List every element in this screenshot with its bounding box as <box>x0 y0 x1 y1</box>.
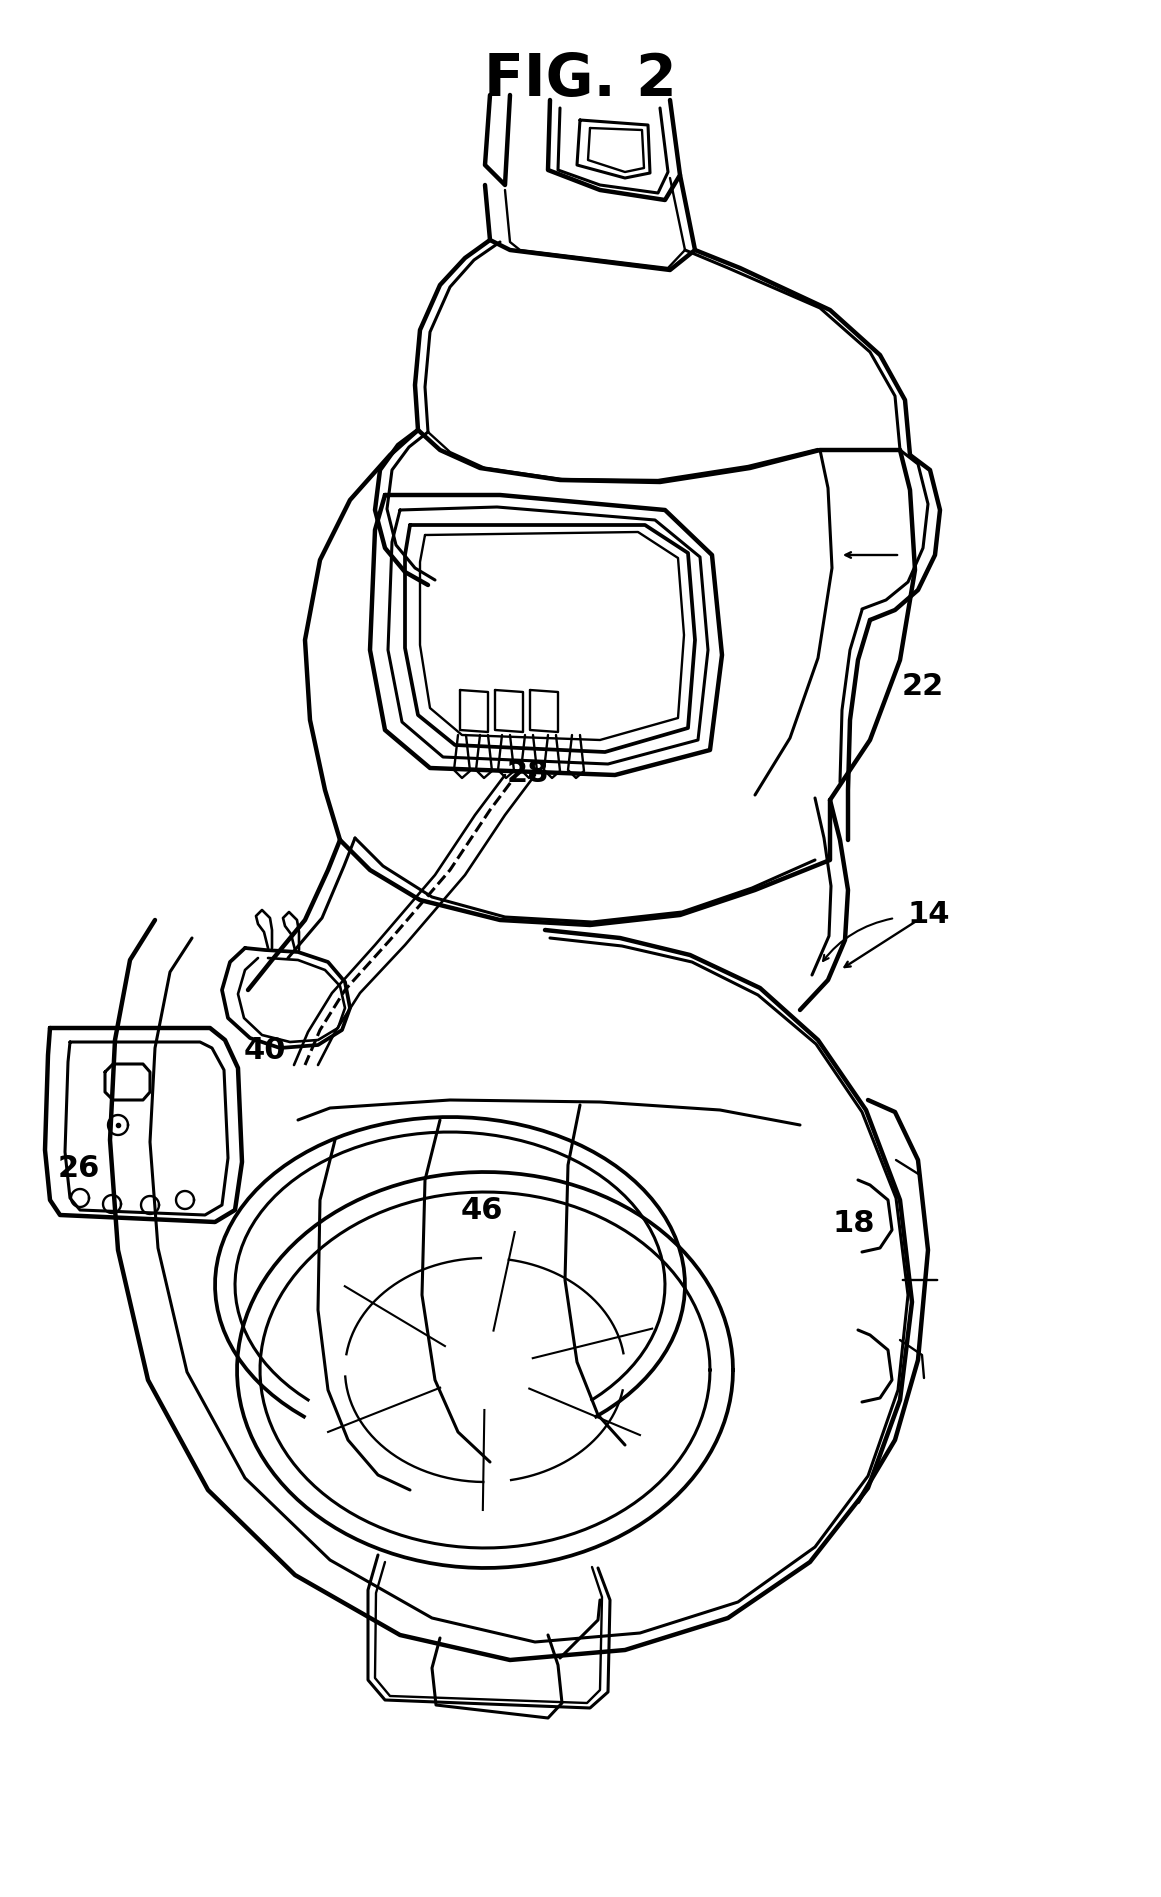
Text: 28: 28 <box>507 759 549 789</box>
Text: 26: 26 <box>58 1153 100 1184</box>
Text: 40: 40 <box>244 1036 286 1066</box>
Text: 18: 18 <box>832 1208 874 1239</box>
Text: 14: 14 <box>908 899 950 930</box>
Text: 46: 46 <box>461 1195 503 1225</box>
Text: 22: 22 <box>902 672 944 702</box>
Text: FIG. 2: FIG. 2 <box>484 51 677 108</box>
